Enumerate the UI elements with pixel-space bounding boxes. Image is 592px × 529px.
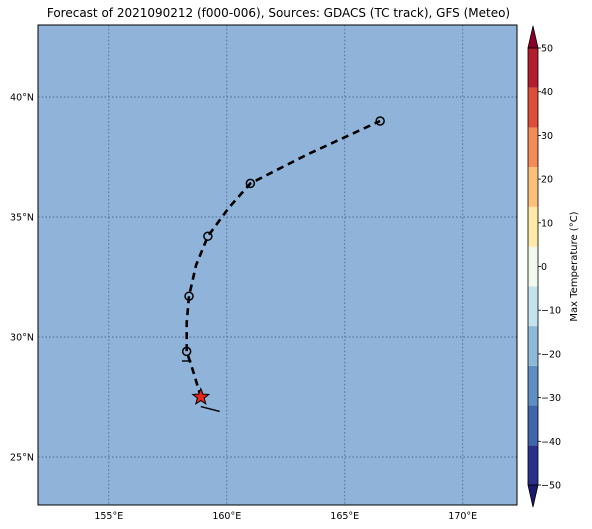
colorbar-tick-label: −20 <box>541 349 561 360</box>
lon-tick-label: 160°E <box>212 511 241 522</box>
track-position-marker[interactable] <box>184 291 194 301</box>
map-area[interactable]: 155°E 160°E 165°E 170°E 40°N 35°N 30°N 25°N <box>10 24 518 522</box>
graticule <box>38 25 517 505</box>
lon-tick-label: 155°E <box>94 511 123 522</box>
lon-tick-label: 170°E <box>448 511 477 522</box>
lat-tick-label: 40°N <box>10 93 34 104</box>
track-position-marker[interactable] <box>375 116 385 126</box>
colorbar-segment <box>528 206 538 247</box>
colorbar-tick-label: 40 <box>541 87 553 98</box>
colorbar-tick-label: 10 <box>541 218 553 229</box>
current-position-star-icon[interactable] <box>191 387 211 406</box>
map-frame <box>37 24 518 506</box>
map-title: Forecast of 2021090212 (f000-006), Sourc… <box>46 6 511 20</box>
colorbar-segment <box>528 87 538 128</box>
lat-tick-label: 30°N <box>10 333 34 344</box>
colorbar-segment <box>528 365 538 406</box>
wind-barb <box>200 405 220 413</box>
colorbar-tick-label: 30 <box>541 131 553 142</box>
colorbar-segment <box>528 405 538 446</box>
colorbar-segment <box>528 326 538 366</box>
colorbar-segment <box>528 445 538 485</box>
colorbar-tick-label: 0 <box>541 262 547 273</box>
colorbar-tick-label: 20 <box>541 175 553 186</box>
lat-tick-label: 25°N <box>10 453 34 464</box>
colorbar: 50 40 30 20 10 0 −10 −20 −30 −40 −50 Max Temperatur… <box>527 25 580 508</box>
lat-tick-label: 35°N <box>10 213 34 224</box>
colorbar-tick-label: −50 <box>541 481 561 492</box>
ocean-background <box>38 25 517 505</box>
colorbar-tick-label: −30 <box>541 393 561 404</box>
colorbar-tick-label: 50 <box>541 44 553 55</box>
forecast-track-line <box>185 119 381 398</box>
colorbar-under-arrow <box>527 484 539 508</box>
track-position-marker[interactable] <box>245 178 256 189</box>
track-position-marker[interactable] <box>181 346 192 357</box>
colorbar-label: Max Temperature (°C) <box>569 211 580 321</box>
colorbar-over-arrow <box>527 25 539 49</box>
lon-tick-label: 165°E <box>330 511 359 522</box>
colorbar-tick-label: −40 <box>541 437 561 448</box>
colorbar-segment <box>528 127 538 168</box>
colorbar-segment <box>528 167 538 207</box>
colorbar-segment <box>528 48 538 88</box>
track-position-marker[interactable] <box>203 231 213 241</box>
colorbar-segment <box>528 246 538 287</box>
colorbar-tick-label: −10 <box>541 306 561 317</box>
colorbar-segment <box>528 286 538 327</box>
